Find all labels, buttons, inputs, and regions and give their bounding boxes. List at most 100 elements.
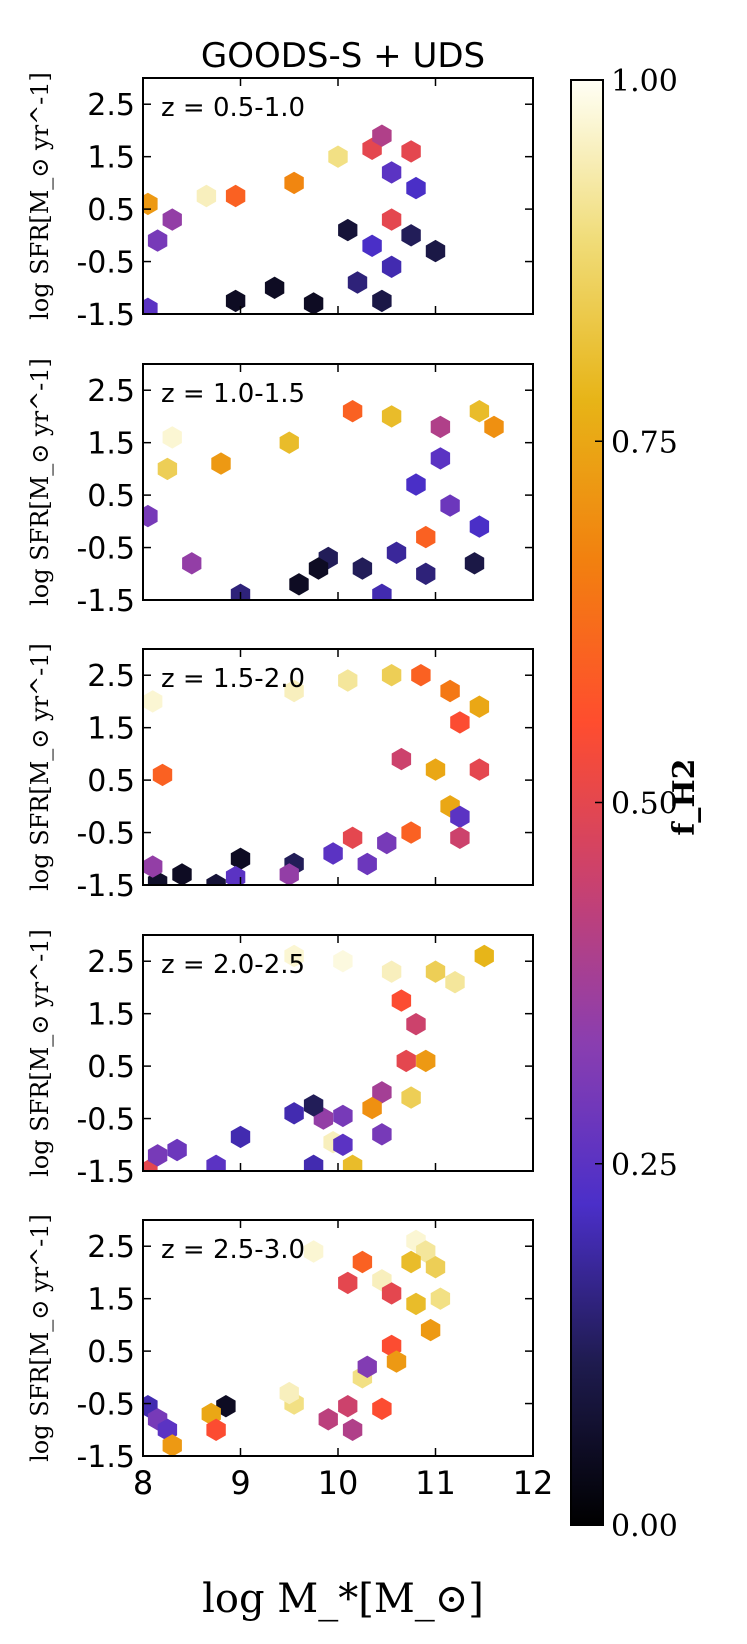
hexbin-cell [484, 415, 504, 439]
hexbin-cell [143, 192, 158, 216]
hexbin-cell [230, 1125, 251, 1149]
y-tick-label: -0.5 [76, 246, 135, 281]
hexbin-cell [216, 1395, 236, 1418]
panel: 2.5 1.5 0.5 -0.5 -1.5 log SFR[M_⊙ yr^-1] z = 2… [26, 1214, 553, 1502]
redshift-label: z = 2.0-2.5 [161, 950, 305, 980]
redshift-label: z = 1.0-1.5 [161, 379, 305, 409]
colorbar-label: f_H2 [667, 758, 702, 835]
hexbin-layer [143, 944, 494, 1171]
hexbin-cell [381, 664, 402, 687]
hexbin-cell [406, 473, 426, 496]
hexbin-cell [469, 400, 490, 423]
hexbin-cell [430, 1287, 451, 1310]
hexbin-cell [279, 431, 299, 454]
hexbin-cell [372, 1397, 392, 1420]
hexbin-cell [284, 679, 304, 703]
x-axis-label: log M_*[M_⊙] [202, 1576, 484, 1622]
hexbin-cell [396, 1049, 416, 1073]
hexbin-cell [406, 1292, 426, 1316]
hexbin-cell [474, 944, 494, 968]
hexbin-cell [381, 1282, 402, 1305]
hexbin-cell [147, 1144, 168, 1167]
hexbin-cell [284, 944, 304, 968]
y-tick-label: 0.5 [87, 193, 135, 228]
hexbin-cell [172, 863, 192, 885]
figure-title: GOODS-S + UDS [201, 36, 485, 76]
hexbin-cell [284, 1102, 304, 1125]
hexbin-cell [386, 1350, 407, 1373]
hexbin-cell [230, 847, 251, 870]
hexbin-cell [338, 669, 358, 692]
y-tick-label: 1.5 [87, 1283, 135, 1318]
hexbin-cell [430, 415, 451, 439]
hexbin-cell [357, 852, 377, 876]
hexbin-cell [162, 1434, 182, 1456]
colorbar-tick-label: 1.00 [611, 64, 678, 99]
hexbin-cell [279, 863, 299, 885]
y-tick-label: -1.5 [76, 298, 135, 333]
hexbin-cell [342, 1418, 363, 1441]
y-tick-label: 2.5 [87, 1230, 135, 1265]
hexbin-cell [401, 1086, 421, 1109]
hexbin-cell [284, 171, 304, 195]
hexbin-cell [440, 679, 460, 703]
y-axis-label: log SFR[M_⊙ yr^-1] [26, 358, 54, 606]
hexbin-cell [381, 161, 402, 184]
hexbin-cell [469, 695, 490, 718]
redshift-label: z = 1.5-2.0 [161, 664, 305, 694]
hexbin-cell [381, 255, 402, 278]
colorbar-tick-label: 0.00 [611, 1509, 678, 1544]
y-tick-label: 1.5 [87, 427, 135, 462]
hexbin-cell [206, 1154, 226, 1171]
hexbin-cell [162, 208, 182, 231]
y-axis-label: log SFR[M_⊙ yr^-1] [26, 643, 54, 891]
panel: 2.5 1.5 0.5 -0.5 -1.5 log SFR[M_⊙ yr^-1] z = 2… [26, 929, 534, 1190]
hexbin-layer [143, 1229, 451, 1456]
hexbin-cell [381, 405, 402, 428]
colorbar: 1.00 0.75 0.50 0.25 0.00 [570, 64, 678, 1544]
x-tick-label: 12 [513, 1464, 554, 1502]
y-tick-label: 0.5 [87, 1050, 135, 1085]
hexbin-cell [386, 541, 407, 564]
hexbin-cell [352, 557, 373, 580]
hexbin-cell [381, 208, 402, 231]
hexbin-cell [416, 562, 436, 585]
hexbin-cell [406, 176, 426, 200]
x-tick-label: 8 [133, 1464, 153, 1502]
hexbin-cell [206, 1418, 226, 1441]
y-tick-label: -0.5 [76, 1388, 135, 1423]
hexbin-cell [401, 224, 421, 247]
x-tick-label: 10 [318, 1464, 359, 1502]
hexbin-cell [401, 140, 421, 163]
hexbin-cell [425, 960, 446, 983]
hexbin-cell [469, 515, 490, 538]
hexbin-cell [352, 1250, 373, 1274]
hexbin-cell [347, 271, 368, 294]
redshift-label: z = 0.5-1.0 [161, 93, 305, 123]
hexbin-cell [372, 583, 392, 600]
hexbin-cell [333, 950, 353, 973]
hexbin-cell [445, 971, 465, 994]
hexbin-cell [152, 763, 173, 787]
y-tick-label: 2.5 [87, 945, 135, 980]
hexbin-cell [401, 1250, 421, 1274]
hexbin-cell [372, 1081, 392, 1104]
hexbin-cell [411, 664, 431, 687]
y-tick-label: 2.5 [87, 659, 135, 694]
y-axis-label: log SFR[M_⊙ yr^-1] [26, 72, 54, 320]
y-tick-label: 1.5 [87, 998, 135, 1033]
hexbin-cell [230, 583, 251, 600]
hexbin-layer [143, 664, 490, 885]
hexbin-cell [206, 873, 226, 885]
hexbin-cell [196, 184, 217, 208]
hexbin-cell [377, 831, 397, 855]
hexbin-cell [303, 1094, 324, 1117]
hexbin-cell [211, 452, 231, 475]
colorbar-tick-label: 0.25 [611, 1148, 678, 1183]
hexbin-cell [303, 1240, 324, 1263]
hexbin-cell [381, 960, 402, 983]
hexbin-cell [318, 1408, 338, 1431]
y-tick-label: 1.5 [87, 712, 135, 747]
hexbin-cell [157, 457, 178, 481]
